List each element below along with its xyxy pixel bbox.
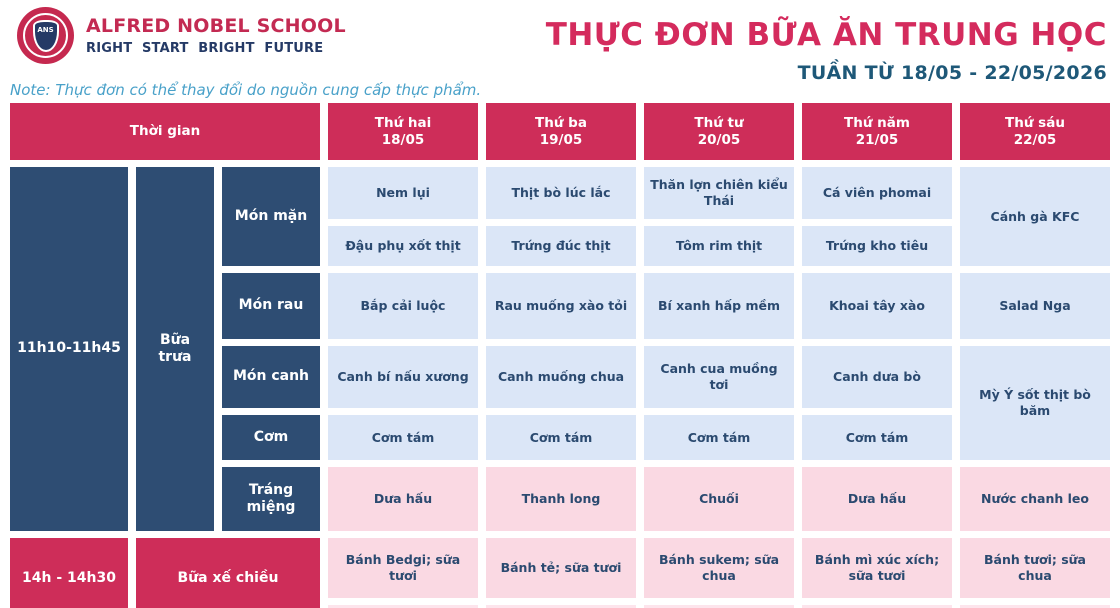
snack-cell: Bánh tẻ; sữa tươi (486, 538, 636, 598)
dish-cell: Thăn lợn chiên kiểu Thái (644, 167, 794, 219)
dish-cell: Thịt bò lúc lắc (486, 167, 636, 219)
clipped-row-cell (328, 605, 478, 608)
dish-cell-friday-canh: Mỳ Ý sốt thịt bò băm (960, 346, 1110, 460)
clipped-row-cell (486, 605, 636, 608)
dish-cell: Cơm tám (644, 415, 794, 460)
dish-cell: Salad Nga (960, 273, 1110, 339)
school-logo-ring: ANS (23, 13, 68, 58)
snack-cell: Bánh sukem; sữa chua (644, 538, 794, 598)
clipped-row-cell (960, 605, 1110, 608)
dish-cell: Cá viên phomai (802, 167, 952, 219)
snack-cell: Bánh mì xúc xích; sữa tươi (802, 538, 952, 598)
dish-cell: Tôm rim thịt (644, 226, 794, 266)
dish-cell: Canh bí nấu xương (328, 346, 478, 408)
dish-cell-friday-man: Cánh gà KFC (960, 167, 1110, 266)
dish-cell: Cơm tám (486, 415, 636, 460)
dessert-cell: Chuối (644, 467, 794, 531)
dish-cell: Trứng đúc thịt (486, 226, 636, 266)
day-header-friday: Thứ sáu 22/05 (960, 103, 1110, 160)
dessert-cell: Thanh long (486, 467, 636, 531)
category-canh: Món canh (222, 346, 320, 408)
dish-cell: Nem lụi (328, 167, 478, 219)
school-logo-shield: ANS (32, 19, 59, 52)
category-trangmieng: Tráng miệng (222, 467, 320, 531)
dish-cell: Rau muống xào tỏi (486, 273, 636, 339)
clipped-row-cell (802, 605, 952, 608)
week-subtitle: TUẦN TỪ 18/05 - 22/05/2026 (797, 62, 1107, 84)
dish-cell: Canh muống chua (486, 346, 636, 408)
time-column-header: Thời gian (10, 103, 320, 160)
school-logo-icon: ANS (17, 7, 74, 64)
menu-table: Thời gian Thứ hai 18/05 Thứ ba 19/05 Thứ t… (10, 103, 1110, 608)
note-text: Note: Thực đơn có thể thay đổi do nguồn … (10, 81, 482, 99)
snack-label-cell: Bữa xế chiều (136, 538, 320, 608)
day-header-monday: Thứ hai 18/05 (328, 103, 478, 160)
school-name: ALFRED NOBEL SCHOOL (86, 15, 346, 37)
dish-cell: Đậu phụ xốt thịt (328, 226, 478, 266)
category-man: Món mặn (222, 167, 320, 266)
category-com: Cơm (222, 415, 320, 460)
day-header-tuesday: Thứ ba 19/05 (486, 103, 636, 160)
clipped-row-cell (644, 605, 794, 608)
dish-cell: Canh cua muồng tơi (644, 346, 794, 408)
page-header: ANS ALFRED NOBEL SCHOOL RIGHT START BRIG… (0, 0, 1120, 103)
lunch-time-cell: 11h10-11h45 (10, 167, 128, 531)
snack-cell: Bánh Bedgi; sữa tươi (328, 538, 478, 598)
dish-cell: Canh dưa bò (802, 346, 952, 408)
dish-cell: Bắp cải luộc (328, 273, 478, 339)
dish-cell: Cơm tám (328, 415, 478, 460)
dessert-cell: Dưa hấu (328, 467, 478, 531)
school-brand: ANS ALFRED NOBEL SCHOOL RIGHT START BRIG… (17, 7, 346, 64)
dish-cell: Trứng kho tiêu (802, 226, 952, 266)
school-tagline: RIGHT START BRIGHT FUTURE (86, 41, 324, 56)
snack-time-cell: 14h - 14h30 (10, 538, 128, 608)
school-logo-text: ANS (37, 25, 54, 34)
dessert-cell: Nước chanh leo (960, 467, 1110, 531)
category-rau: Món rau (222, 273, 320, 339)
dish-cell: Khoai tây xào (802, 273, 952, 339)
snack-cell: Bánh tươi; sữa chua (960, 538, 1110, 598)
dish-cell: Cơm tám (802, 415, 952, 460)
dish-cell: Bí xanh hấp mềm (644, 273, 794, 339)
school-brand-text: ALFRED NOBEL SCHOOL RIGHT START BRIGHT F… (86, 15, 346, 56)
day-header-wednesday: Thứ tư 20/05 (644, 103, 794, 160)
lunch-label-cell: Bữa trưa (136, 167, 214, 531)
page-title: THỰC ĐƠN BỮA ĂN TRUNG HỌC (545, 17, 1107, 53)
day-header-thursday: Thứ năm 21/05 (802, 103, 952, 160)
dessert-cell: Dưa hấu (802, 467, 952, 531)
